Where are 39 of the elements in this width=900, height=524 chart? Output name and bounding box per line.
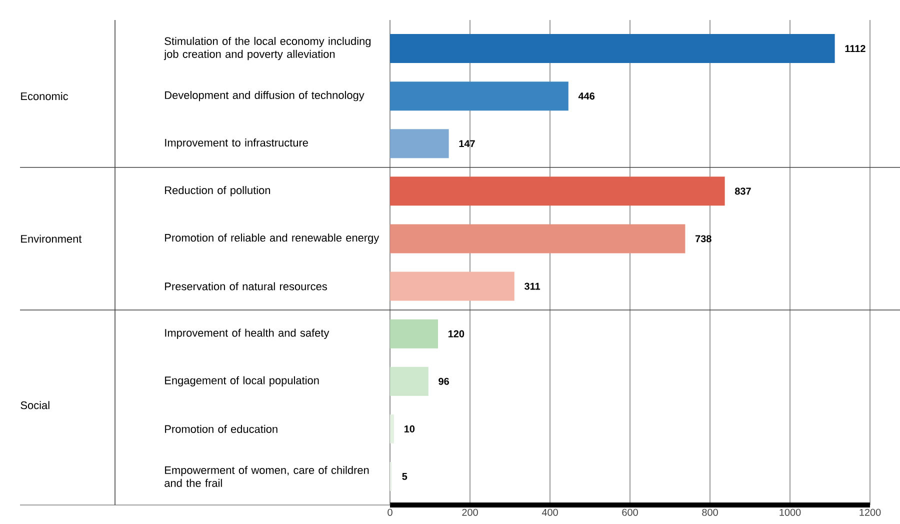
y-tick-label: Engagement of local population bbox=[165, 376, 319, 386]
y-tick-label: Development and diffusion of technology bbox=[165, 90, 364, 102]
data-label: 446 bbox=[578, 92, 595, 100]
bar bbox=[390, 272, 514, 301]
y-tick-label: Preservation of natural resources bbox=[165, 282, 327, 290]
y-tick-label: Promotion of reliable and renewable energy bbox=[165, 234, 380, 244]
data-label: 1112 bbox=[845, 45, 866, 52]
data-label: 738 bbox=[695, 235, 712, 242]
text: Environment bbox=[21, 234, 82, 243]
bar bbox=[390, 129, 449, 158]
data-label: 96 bbox=[438, 378, 449, 385]
y-tick-label: Improvement to infrastructure bbox=[165, 138, 308, 149]
data-label: 311 bbox=[524, 282, 540, 290]
data-label: 120 bbox=[448, 330, 464, 338]
bar bbox=[390, 34, 835, 64]
bar bbox=[390, 176, 725, 206]
bar bbox=[390, 414, 394, 444]
text: Economic bbox=[21, 92, 68, 100]
x-tick-label: 0 bbox=[388, 508, 392, 516]
data-label: 147 bbox=[459, 140, 475, 148]
data-label: 837 bbox=[734, 188, 751, 195]
bar bbox=[390, 366, 428, 396]
y-tick-label: Reduction of pollution bbox=[165, 186, 270, 196]
y-tick-label: Empowerment of women, care of children and the frail bbox=[164, 466, 369, 487]
bar bbox=[390, 224, 686, 254]
text: Social bbox=[20, 401, 50, 410]
x-tick-label: 400 bbox=[542, 508, 558, 516]
x-tick-label: 200 bbox=[462, 508, 478, 516]
bar bbox=[390, 319, 438, 348]
y-tick-label: Stimulation of the local economy including job creation and poverty alleviation bbox=[164, 36, 371, 60]
data-label: 10 bbox=[404, 425, 415, 432]
x-tick-label: 600 bbox=[622, 508, 638, 516]
x-tick-label: 800 bbox=[702, 508, 718, 516]
bar bbox=[390, 82, 568, 111]
x-tick-label: 1200 bbox=[860, 508, 881, 516]
x-tick-label: 1000 bbox=[780, 508, 801, 516]
y-tick-label: Promotion of education bbox=[165, 424, 278, 433]
y-tick-label: Improvement of health and safety bbox=[165, 328, 330, 339]
data-label: 5 bbox=[402, 472, 408, 480]
